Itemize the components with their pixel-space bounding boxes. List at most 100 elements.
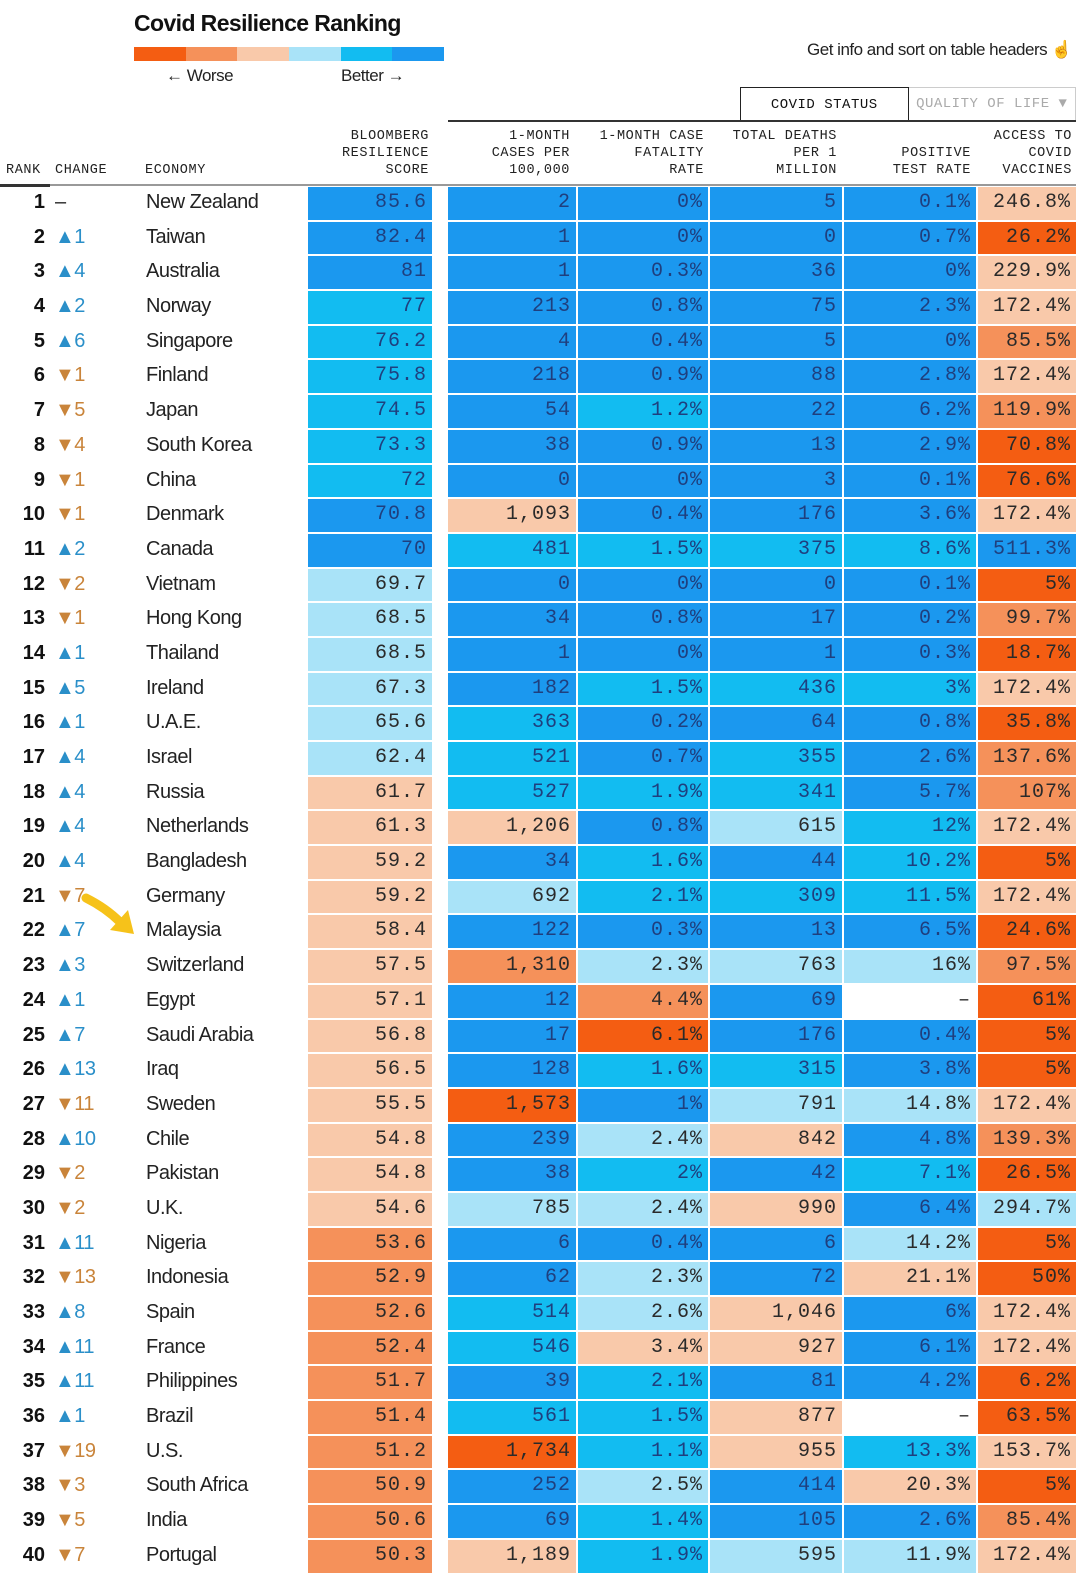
- cases-cell: 0: [448, 568, 576, 602]
- header-change[interactable]: CHANGE: [55, 163, 108, 178]
- cases-cell: 0: [448, 464, 576, 498]
- deaths-cell: 763: [710, 950, 842, 983]
- cases-cell: 38: [448, 1158, 576, 1191]
- fatality-rate-cell: 0%: [578, 464, 708, 498]
- positive-rate-cell: 6%: [844, 1297, 976, 1330]
- legend-swatch: [185, 47, 238, 61]
- economy-name: Portugal: [146, 1543, 217, 1566]
- legend-worse-label: ← Worse: [166, 66, 234, 85]
- deaths-cell: 955: [710, 1435, 842, 1469]
- rank-change: ▼2: [55, 572, 85, 595]
- ranking-table: 1– New Zealand 85.6 2 0% 5 0.1% 246.8% 2 ▲1 Taiwan…: [0, 186, 1080, 1574]
- cases-cell: 1: [448, 637, 576, 671]
- economy-name: Ireland: [146, 676, 204, 699]
- vaccines-cell: 5%: [978, 1470, 1076, 1504]
- header-vaccines[interactable]: ACCESS TO COVID VACCINES: [993, 129, 1072, 178]
- vaccines-cell: 99.7%: [978, 603, 1076, 636]
- tab-covid-status[interactable]: COVID STATUS: [740, 87, 909, 121]
- score-cell: 76.2: [308, 325, 432, 359]
- rank-change: ▼4: [55, 433, 85, 456]
- economy-name: Brazil: [146, 1405, 194, 1428]
- deaths-cell: 13: [710, 429, 842, 463]
- economy-name: Australia: [146, 260, 220, 283]
- header-score[interactable]: BLOOMBERG RESILIENCE SCORE: [341, 129, 429, 178]
- rank-change: ▲1: [55, 711, 85, 734]
- positive-rate-cell: 4.8%: [844, 1123, 976, 1157]
- economy-name: Pakistan: [146, 1162, 219, 1185]
- tab-quality-of-life[interactable]: QUALITY OF LIFE ▼: [908, 87, 1076, 121]
- fatality-rate-cell: 1.4%: [578, 1505, 708, 1538]
- deaths-cell: 64: [710, 707, 842, 740]
- header-fatality-rate[interactable]: 1-MONTH CASE FATALITY RATE: [599, 129, 704, 178]
- table-row: 27 ▼11 Sweden 55.5 1,573 1% 791 14.8% 172.4%: [0, 1088, 1080, 1123]
- vaccines-cell: 85.4%: [978, 1505, 1076, 1538]
- fatality-rate-cell: 3.4%: [578, 1331, 708, 1365]
- economy-name: Malaysia: [146, 919, 221, 942]
- rank-number: 1: [33, 191, 45, 213]
- cases-cell: 561: [448, 1401, 576, 1434]
- fatality-rate-cell: 1%: [578, 1088, 708, 1122]
- rank-number: 10: [22, 503, 45, 526]
- economy-name: India: [146, 1509, 187, 1532]
- positive-rate-cell: 10.2%: [844, 846, 976, 879]
- table-row: 15 ▲5 Ireland 67.3 182 1.5% 436 3% 172.4%: [0, 672, 1080, 707]
- fatality-rate-cell: 0%: [578, 568, 708, 602]
- rank-change: ▼1: [55, 607, 85, 630]
- score-cell: 52.9: [308, 1262, 432, 1295]
- rank-change: ▲4: [55, 815, 85, 838]
- table-row: 18 ▲4 Russia 61.7 527 1.9% 341 5.7% 107%: [0, 776, 1080, 811]
- positive-rate-cell: 0%: [844, 325, 976, 359]
- vaccines-cell: 50%: [978, 1262, 1076, 1295]
- table-row: 35 ▲11 Philippines 51.7 39 2.1% 81 4.2% 6.2%: [0, 1365, 1080, 1400]
- deaths-cell: 105: [710, 1505, 842, 1538]
- deaths-cell: 176: [710, 1019, 842, 1053]
- score-cell: 73.3: [308, 429, 432, 463]
- tab-bar: COVID STATUS QUALITY OF LIFE ▼: [740, 87, 1076, 121]
- score-cell: 65.6: [308, 707, 432, 740]
- score-cell: 67.3: [308, 672, 432, 706]
- rank-change: ▼7: [55, 1543, 85, 1566]
- positive-rate-cell: 11.9%: [844, 1539, 976, 1573]
- cases-cell: 1,734: [448, 1435, 576, 1469]
- header-positive-rate[interactable]: POSITIVE TEST RATE: [892, 146, 971, 178]
- deaths-cell: 75: [710, 291, 842, 324]
- positive-rate-cell: 3.8%: [844, 1054, 976, 1087]
- table-row: 31 ▲11 Nigeria 53.6 6 0.4% 6 14.2% 5%: [0, 1227, 1080, 1262]
- cases-cell: 363: [448, 707, 576, 740]
- positive-rate-cell: 6.4%: [844, 1192, 976, 1226]
- positive-rate-cell: 5.7%: [844, 776, 976, 810]
- sort-hint: Get info and sort on table headers ☝: [807, 40, 1072, 59]
- sort-indicator: [0, 184, 50, 187]
- vaccines-cell: 6.2%: [978, 1366, 1076, 1400]
- rank-change: ▼7: [55, 884, 85, 907]
- header-rank[interactable]: RANK: [6, 163, 41, 178]
- rank-change: ▲4: [55, 746, 85, 768]
- positive-rate-cell: 14.2%: [844, 1227, 976, 1261]
- rank-number: 14: [22, 641, 45, 664]
- rank-change: ▼13: [55, 1266, 96, 1289]
- deaths-cell: 88: [710, 360, 842, 394]
- vaccines-cell: 5%: [978, 1054, 1076, 1087]
- rank-change: ▲11: [55, 1335, 95, 1358]
- score-cell: 69.7: [308, 568, 432, 602]
- vaccines-cell: 139.3%: [978, 1123, 1076, 1157]
- table-row: 8 ▼4 South Korea 73.3 38 0.9% 13 2.9% 70.8%: [0, 429, 1080, 464]
- rank-number: 30: [22, 1196, 45, 1219]
- header-economy[interactable]: ECONOMY: [145, 163, 206, 178]
- economy-name: Russia: [146, 780, 205, 803]
- header-deaths[interactable]: TOTAL DEATHS PER 1 MILLION: [732, 129, 837, 178]
- table-row: 21 ▼7 Germany 59.2 692 2.1% 309 11.5% 172.4%: [0, 880, 1080, 915]
- deaths-cell: 5: [710, 187, 842, 220]
- vaccines-cell: 5%: [978, 1019, 1076, 1053]
- rank-change: ▼5: [55, 399, 85, 422]
- rank-change: ▲11: [55, 1231, 95, 1254]
- economy-name: South Africa: [146, 1474, 248, 1497]
- header-cases[interactable]: 1-MONTH CASES PER 100,000: [491, 129, 570, 178]
- positive-rate-cell: 0.1%: [844, 568, 976, 602]
- deaths-cell: 5: [710, 325, 842, 359]
- economy-name: Netherlands: [146, 815, 249, 838]
- fatality-rate-cell: 4.4%: [578, 984, 708, 1018]
- score-cell: 51.2: [308, 1435, 432, 1469]
- score-cell: 54.8: [308, 1158, 432, 1191]
- score-cell: 61.3: [308, 811, 432, 845]
